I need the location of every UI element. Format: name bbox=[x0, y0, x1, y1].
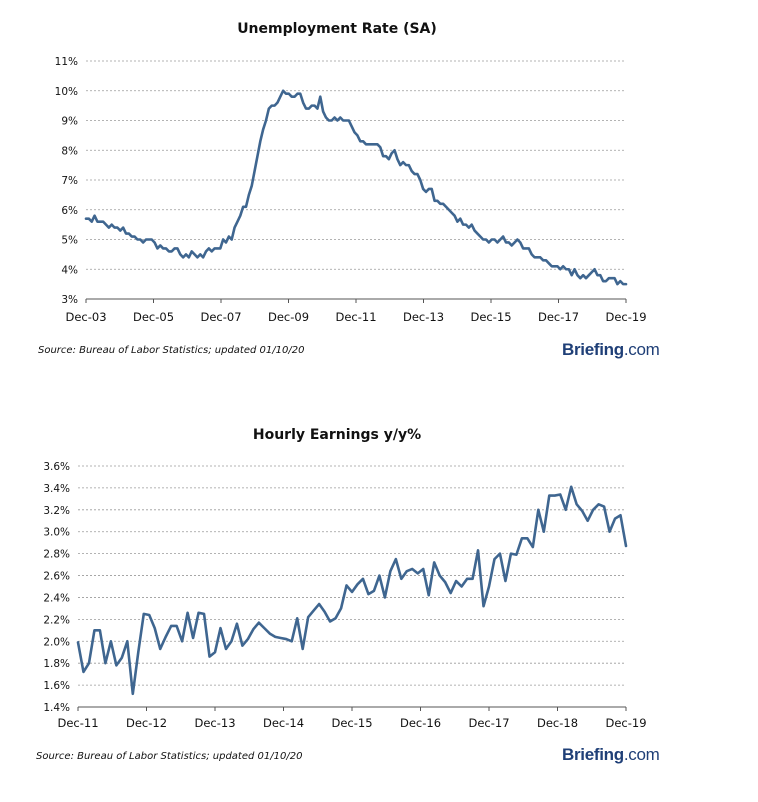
x-tick-label: Dec-05 bbox=[133, 310, 174, 324]
y-tick-label: 1.8% bbox=[43, 658, 70, 670]
x-tick-label: Dec-19 bbox=[605, 310, 646, 324]
y-tick-label: 1.6% bbox=[43, 680, 70, 692]
chart-title: Hourly Earnings y/y% bbox=[253, 427, 421, 443]
x-tick-label: Dec-13 bbox=[403, 310, 444, 324]
gridlines bbox=[78, 465, 626, 686]
logo-brand: Briefing bbox=[562, 745, 624, 764]
y-tick-label: 4% bbox=[61, 264, 78, 276]
x-tick-label: Dec-11 bbox=[57, 716, 98, 730]
unemployment-chart: Unemployment Rate (SA) 3% 4% 5% 6% 7% 8% 9% 10%… bbox=[55, 21, 647, 324]
x-tick-label: Dec-12 bbox=[126, 716, 167, 730]
x-tick-label: Dec-03 bbox=[65, 310, 106, 324]
x-tick-label: Dec-19 bbox=[605, 716, 646, 730]
x-tick-label: Dec-17 bbox=[538, 310, 579, 324]
x-tick-label: Dec-18 bbox=[537, 716, 578, 730]
y-tick-label: 8% bbox=[61, 145, 78, 157]
chart-source-note: Source: Bureau of Labor Statistics; upda… bbox=[38, 345, 305, 356]
x-tick-label: Dec-09 bbox=[268, 310, 309, 324]
y-tick-label: 3.2% bbox=[43, 505, 70, 517]
x-tick-label: Dec-11 bbox=[335, 310, 376, 324]
logo-tld: .com bbox=[623, 340, 660, 359]
briefing-logo: Briefing.com bbox=[562, 745, 660, 765]
y-tick-label: 10% bbox=[55, 86, 78, 98]
y-tick-label: 5% bbox=[61, 235, 78, 247]
y-tick-label: 3.0% bbox=[43, 527, 70, 539]
chart-title: Unemployment Rate (SA) bbox=[237, 21, 437, 37]
x-axis-ticks: Dec-11 Dec-12 Dec-13 Dec-14 Dec-15 Dec-16 Dec-… bbox=[57, 707, 647, 730]
x-tick-label: Dec-07 bbox=[200, 310, 241, 324]
y-axis-ticks: 1.4% 1.6% 1.8% 2.0% 2.2% 2.4% 2.6% 2.8% 3.0% 3.2%… bbox=[43, 461, 70, 714]
briefing-logo: Briefing.com bbox=[562, 340, 660, 360]
x-tick-label: Dec-13 bbox=[194, 716, 235, 730]
x-tick-label: Dec-17 bbox=[468, 716, 509, 730]
y-axis-ticks: 3% 4% 5% 6% 7% 8% 9% 10% 11% bbox=[55, 56, 78, 306]
y-tick-label: 3.6% bbox=[43, 461, 70, 473]
y-tick-label: 9% bbox=[61, 116, 78, 128]
x-tick-label: Dec-14 bbox=[263, 716, 304, 730]
series-line bbox=[76, 485, 628, 696]
x-axis-ticks: Dec-03 Dec-05 Dec-07 Dec-09 Dec-11 Dec-13 Dec-… bbox=[65, 299, 647, 324]
y-tick-label: 11% bbox=[55, 56, 78, 68]
data-points bbox=[85, 90, 627, 286]
y-tick-label: 2.6% bbox=[43, 571, 70, 583]
x-tick-label: Dec-16 bbox=[400, 716, 441, 730]
x-tick-label: Dec-15 bbox=[331, 716, 372, 730]
y-tick-label: 3.4% bbox=[43, 483, 70, 495]
x-tick-label: Dec-15 bbox=[470, 310, 511, 324]
y-tick-label: 2.4% bbox=[43, 592, 70, 604]
y-tick-label: 6% bbox=[61, 205, 78, 217]
logo-tld: .com bbox=[623, 745, 660, 764]
gridlines bbox=[86, 60, 626, 270]
series-line bbox=[84, 89, 628, 286]
logo-brand: Briefing bbox=[562, 340, 624, 359]
y-tick-label: 2.8% bbox=[43, 549, 70, 561]
hourly-earnings-chart: Hourly Earnings y/y% 1.4% 1.6% 1.8% 2.0% 2.2… bbox=[43, 427, 647, 730]
y-tick-label: 2.2% bbox=[43, 614, 70, 626]
y-tick-label: 2.0% bbox=[43, 636, 70, 648]
y-tick-label: 7% bbox=[61, 175, 78, 187]
y-tick-label: 3% bbox=[61, 294, 78, 306]
y-tick-label: 1.4% bbox=[43, 702, 70, 714]
chart-source-note: Source: Bureau of Labor Statistics; upda… bbox=[36, 751, 303, 762]
